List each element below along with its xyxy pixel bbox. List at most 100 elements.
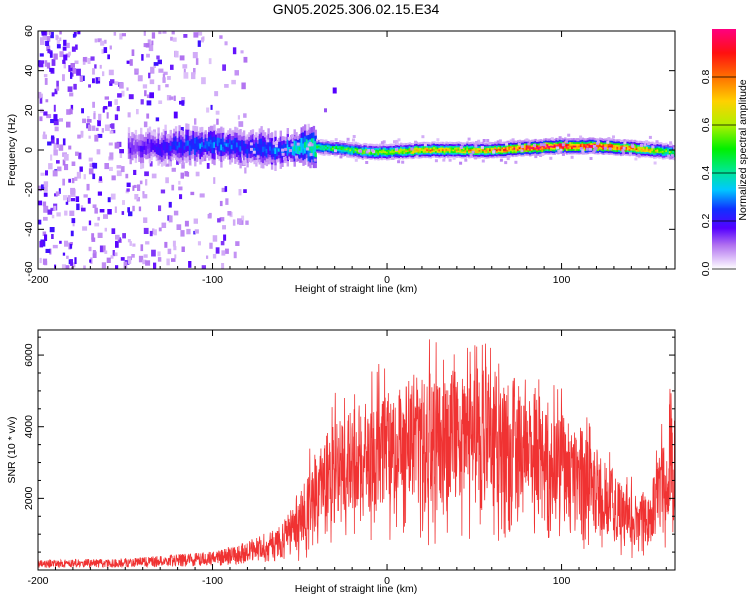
- spectrogram-cell-665: [152, 149, 155, 154]
- spectrogram-cell-1266: [302, 148, 305, 155]
- spectrogram-cell-483: [111, 175, 116, 181]
- spectrogram-cell-766: [176, 133, 179, 138]
- spectrogram-cell-2772: [600, 150, 604, 153]
- spectrogram-cell-2385: [525, 151, 529, 154]
- spectrogram-cell-1840: [419, 147, 422, 150]
- spectrogram-cell-944: [222, 146, 225, 152]
- spectrogram-cell-2650: [576, 143, 579, 146]
- spectrogram-cell-656: [148, 126, 152, 133]
- spectrogram-cell-1223: [291, 154, 295, 159]
- spectrogram-cell-2942: [633, 153, 637, 156]
- spectrogram-cell-1011: [237, 129, 241, 136]
- spectrogram-cell-430: [215, 110, 220, 115]
- spectrogram-cell-2863: [618, 149, 621, 152]
- spectrogram-cell-1387: [328, 141, 331, 144]
- spectrogram-cell-3111: [665, 144, 668, 147]
- spectrogram-cell-3062: [656, 150, 659, 153]
- spectrogram-cell-2452: [537, 144, 541, 147]
- spectrogram-cell-1953: [441, 153, 445, 157]
- spectrogram-cell-2845: [614, 149, 618, 153]
- spectrogram-cell-1665: [386, 156, 389, 159]
- spectrogram-cell-1608: [373, 145, 377, 149]
- spectrogram-cell-2242: [497, 151, 501, 154]
- spectrogram-cell-1104: [262, 157, 265, 164]
- spectrogram-cell-619: [138, 134, 141, 141]
- spectrogram-cell-1208: [288, 156, 291, 160]
- spectrogram-cell-2044: [459, 152, 462, 155]
- spectrogram-cell-1277: [304, 124, 307, 131]
- spectrogram-cell-955: [223, 134, 227, 139]
- spectrogram-cell-681: [155, 142, 159, 147]
- spectrogram-cell-1483: [349, 147, 352, 150]
- spectrogram-cell-1781: [408, 156, 412, 159]
- spectrogram-cell-1689: [389, 145, 392, 148]
- spectrogram-cell-589: [129, 147, 132, 154]
- spectrogram-cell-3204: [509, 139, 513, 143]
- snr-x-tick-label-0: -200: [27, 575, 48, 587]
- spectrogram-cell-1741: [400, 147, 403, 151]
- spectrogram-cell-431: [162, 77, 166, 83]
- spectrogram-cell-1438: [340, 149, 344, 152]
- spectrogram-cell-3039: [651, 143, 654, 146]
- spectrogram-cell-722: [166, 141, 169, 146]
- spectrogram-cell-2677: [581, 142, 584, 146]
- spectrogram-cell-9: [46, 62, 51, 69]
- spectrogram-cell-2966: [637, 144, 640, 147]
- spectrogram-cell-138: [106, 112, 109, 119]
- spectrogram-cell-1881: [427, 154, 431, 157]
- spectrogram-cell-3199: [334, 149, 337, 153]
- spectrogram-cell-1500: [352, 149, 356, 152]
- spectrogram-cell-1655: [384, 157, 387, 160]
- spectrogram-cell-183: [158, 68, 164, 73]
- spectrogram-cell-3230: [459, 146, 463, 149]
- spectrogram-cell-1155: [274, 147, 277, 154]
- spectrogram-cell-1722: [396, 150, 399, 153]
- spectrogram-cell-1965: [443, 149, 446, 152]
- spectrogram-cell-2232: [496, 154, 499, 157]
- spectrogram-cell-282: [243, 189, 247, 193]
- spectrogram-cell-3028: [649, 147, 652, 150]
- spectrogram-cell-1538: [359, 146, 363, 149]
- spectrogram-cell-1456: [344, 148, 347, 151]
- spectrogram-cell-2183: [485, 145, 488, 149]
- spectrogram-cell-2432: [534, 147, 537, 150]
- spectrogram-cell-2135: [476, 151, 480, 154]
- spectrogram-cell-289: [50, 207, 55, 211]
- spectrogram-cell-1973: [445, 150, 448, 153]
- spectrogram-cell-2286: [506, 152, 509, 156]
- spectrogram-cell-1224: [291, 151, 295, 156]
- spectrogram-cell-2102: [469, 145, 473, 148]
- spectrogram-cell-1772: [407, 156, 410, 159]
- spectrogram-cell-3143: [672, 150, 675, 153]
- spectrogram-cell-553: [96, 149, 101, 155]
- spectrogram-cell-1175: [279, 152, 282, 159]
- spectrogram-cell-485: [148, 72, 151, 79]
- spectrogram-cell-2951: [635, 154, 638, 157]
- spectrogram-cell-805: [187, 139, 190, 146]
- spectrogram-cell-2594: [565, 147, 569, 150]
- spectrogram-cell-1297: [309, 144, 312, 151]
- spectrogram-cell-2075: [464, 145, 467, 149]
- spectrogram-cell-651: [148, 152, 152, 159]
- spectrogram-cell-3034: [651, 152, 654, 155]
- spectrogram-cell-285: [76, 171, 81, 179]
- spectrogram-cell-440: [106, 257, 111, 263]
- spectrogram-cell-1006: [237, 154, 241, 160]
- spectrogram-cell-405: [225, 248, 229, 254]
- spectrogram-cell-3257: [309, 153, 313, 157]
- spectrogram-cell-1870: [424, 141, 427, 145]
- spectrogram-cell-784: [181, 145, 185, 151]
- spectrogram-cell-3197: [274, 144, 278, 148]
- spectrogram-cell-1424: [337, 145, 340, 148]
- spectrogram-cell-356: [64, 240, 69, 247]
- spectrogram-cell-884: [206, 137, 209, 142]
- spectrogram-cell-2623: [571, 143, 574, 146]
- spectrogram-cell-843: [195, 126, 199, 132]
- spectrogram-cell-2378: [523, 148, 527, 151]
- spectrogram-cell-1244: [297, 153, 300, 158]
- spectrogram-cell-1389: [330, 150, 333, 153]
- spectrogram-cell-1852: [420, 141, 424, 145]
- spectrogram-cell-2635: [572, 138, 576, 141]
- spectrogram-cell-2043: [459, 154, 462, 157]
- spectrogram-cell-761: [176, 152, 179, 158]
